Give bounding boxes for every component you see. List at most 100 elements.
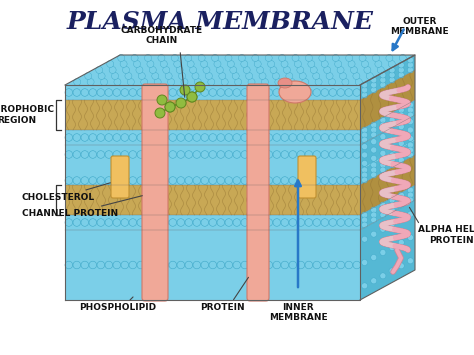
Circle shape [129, 134, 137, 141]
Circle shape [345, 261, 353, 269]
Circle shape [205, 72, 212, 80]
Circle shape [362, 283, 367, 289]
Circle shape [389, 112, 395, 118]
Circle shape [125, 72, 132, 80]
Polygon shape [360, 185, 415, 230]
Circle shape [107, 60, 114, 67]
Circle shape [350, 66, 357, 73]
Circle shape [113, 177, 120, 184]
Circle shape [329, 219, 337, 226]
Circle shape [408, 67, 413, 73]
Circle shape [165, 102, 175, 112]
Circle shape [161, 177, 169, 184]
Circle shape [225, 219, 233, 226]
Polygon shape [360, 140, 415, 185]
Circle shape [345, 219, 353, 226]
Circle shape [85, 72, 91, 80]
Circle shape [408, 235, 413, 240]
Circle shape [137, 151, 145, 158]
Circle shape [73, 177, 81, 184]
Circle shape [241, 219, 248, 226]
Circle shape [359, 55, 366, 61]
Ellipse shape [279, 81, 311, 103]
Circle shape [362, 87, 367, 93]
Circle shape [249, 219, 256, 226]
Circle shape [105, 219, 113, 226]
Circle shape [398, 112, 404, 118]
Circle shape [81, 134, 89, 141]
Circle shape [217, 151, 225, 158]
Circle shape [193, 89, 201, 96]
Circle shape [371, 87, 377, 93]
FancyBboxPatch shape [247, 84, 269, 301]
Circle shape [297, 134, 305, 141]
Circle shape [228, 60, 234, 67]
Circle shape [380, 77, 386, 83]
Circle shape [362, 127, 367, 133]
Circle shape [398, 192, 404, 198]
Circle shape [389, 268, 395, 274]
Circle shape [389, 67, 395, 73]
Circle shape [105, 177, 113, 184]
Circle shape [389, 157, 395, 163]
Circle shape [96, 66, 103, 73]
Circle shape [89, 219, 97, 226]
Circle shape [297, 89, 305, 96]
Circle shape [65, 134, 73, 141]
Circle shape [193, 261, 201, 269]
Circle shape [371, 122, 377, 128]
Circle shape [408, 107, 413, 113]
Circle shape [362, 152, 367, 158]
Circle shape [362, 222, 367, 228]
Circle shape [225, 177, 233, 184]
Circle shape [371, 155, 377, 161]
Circle shape [113, 219, 120, 226]
Circle shape [286, 72, 293, 80]
Circle shape [169, 177, 177, 184]
Circle shape [145, 89, 153, 96]
Circle shape [321, 219, 328, 226]
Circle shape [89, 134, 97, 141]
Circle shape [185, 177, 192, 184]
Circle shape [273, 177, 281, 184]
Circle shape [281, 177, 289, 184]
Circle shape [241, 134, 248, 141]
Circle shape [362, 92, 367, 98]
Circle shape [380, 117, 386, 123]
Circle shape [408, 192, 413, 198]
Circle shape [289, 89, 297, 96]
Circle shape [97, 261, 105, 269]
Circle shape [313, 72, 319, 80]
Circle shape [176, 98, 186, 108]
Circle shape [145, 219, 153, 226]
Circle shape [305, 89, 312, 96]
Circle shape [337, 134, 345, 141]
Circle shape [153, 89, 161, 96]
Circle shape [275, 78, 282, 86]
Circle shape [105, 151, 113, 158]
Circle shape [160, 60, 167, 67]
Circle shape [321, 60, 328, 67]
Polygon shape [360, 55, 415, 100]
Circle shape [398, 197, 404, 203]
Circle shape [153, 261, 161, 269]
Circle shape [171, 55, 178, 61]
Polygon shape [65, 55, 415, 85]
Circle shape [256, 66, 264, 73]
Circle shape [297, 219, 305, 226]
Circle shape [362, 217, 367, 223]
Circle shape [297, 261, 305, 269]
Circle shape [362, 260, 367, 266]
Circle shape [305, 219, 312, 226]
Circle shape [342, 78, 349, 86]
Polygon shape [360, 200, 415, 300]
Circle shape [289, 134, 297, 141]
Circle shape [348, 60, 355, 67]
Circle shape [121, 219, 128, 226]
Text: INNER
MEMBRANE: INNER MEMBRANE [269, 303, 328, 322]
Circle shape [345, 89, 353, 96]
Circle shape [138, 72, 146, 80]
Circle shape [389, 122, 395, 128]
Circle shape [380, 202, 386, 208]
Circle shape [100, 78, 108, 86]
